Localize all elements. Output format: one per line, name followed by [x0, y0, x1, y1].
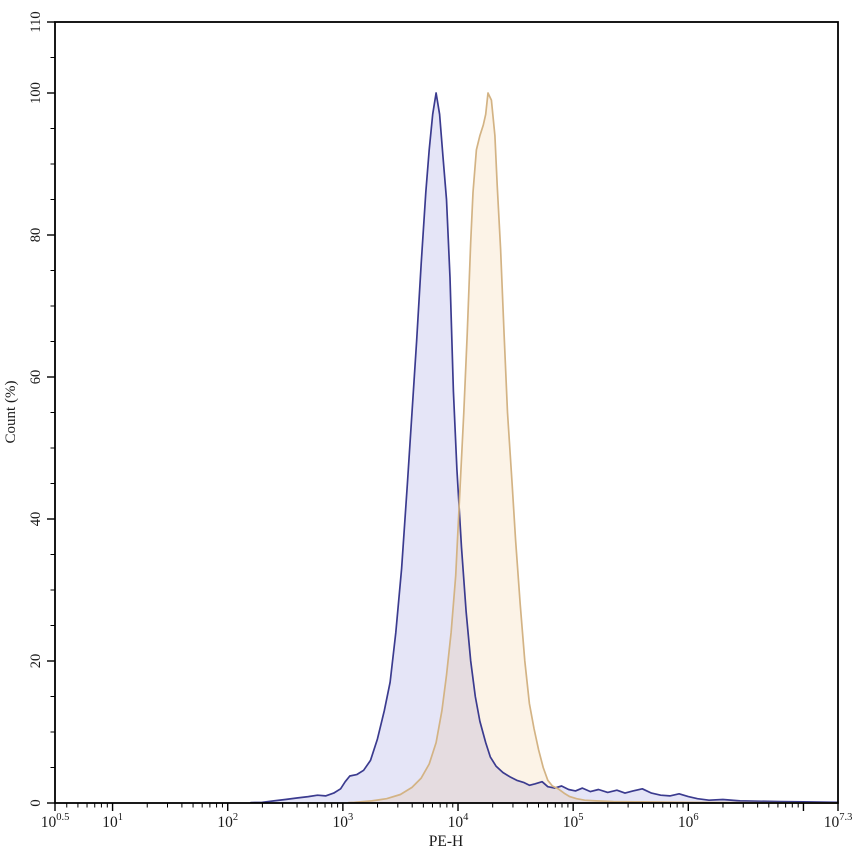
axes-layer	[47, 21, 839, 811]
x-tick-label: 103	[332, 812, 353, 831]
y-tick-label: 20	[28, 654, 44, 669]
series-line-orange	[347, 92, 839, 804]
y-tick-label: 80	[28, 228, 44, 243]
y-tick-label: 110	[28, 11, 44, 32]
series-area-layer	[250, 93, 839, 803]
x-tick-label: 101	[102, 812, 123, 831]
y-tick-label: 100	[28, 82, 44, 104]
x-tick-label: 100.5	[41, 812, 70, 831]
x-tick-label: 107.3	[824, 812, 853, 831]
y-axis-title: Count (%)	[3, 381, 19, 444]
series-line-blue	[249, 92, 839, 804]
x-tick-label: 102	[217, 812, 238, 831]
series-fill-orange	[348, 93, 838, 803]
series-line-layer	[249, 92, 839, 804]
x-tick-label: 106	[678, 812, 699, 831]
tick-label-layer: 100.5 101 102 103 104 105 106 107.3 0 20 40 60 80 100…	[28, 11, 852, 831]
y-tick-label: 60	[28, 370, 44, 385]
x-tick-label: 105	[563, 812, 584, 831]
series-fill-blue	[250, 93, 839, 803]
x-tick-label: 104	[448, 812, 470, 831]
y-tick-label: 0	[28, 799, 44, 806]
x-axis-title: PE-H	[429, 833, 463, 850]
y-tick-label: 40	[28, 512, 44, 527]
